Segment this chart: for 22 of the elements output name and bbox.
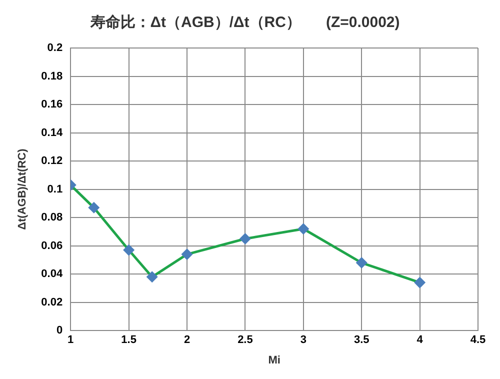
y-tick-label: 0.18 — [41, 70, 63, 82]
y-tick-label: 0.06 — [41, 240, 63, 252]
y-tick-label: 0.16 — [41, 98, 63, 111]
y-tick-label: 0.14 — [41, 126, 64, 139]
y-tick-label: 0.02 — [41, 296, 63, 308]
chart-title: 寿命比：Δt（AGB）/Δt（RC） (Z=0.0002) — [89, 14, 400, 32]
x-tick-label: 4.5 — [470, 334, 486, 346]
y-axis-title: Δt(AGB)/Δt(RC) — [16, 148, 29, 230]
x-tick-label: 4 — [416, 334, 424, 346]
x-tick-label: 1.5 — [121, 334, 136, 346]
y-tick-label: 0.12 — [41, 155, 63, 168]
y-tick-label: 0 — [56, 324, 63, 337]
x-tick-label: 3.5 — [354, 334, 370, 346]
y-tick-label: 0.04 — [41, 268, 64, 280]
x-axis-title: Mi — [268, 354, 280, 366]
x-tick-label: 3 — [300, 334, 306, 346]
y-tick-label: 0.2 — [47, 42, 63, 54]
x-tick-label: 2 — [184, 334, 190, 346]
x-tick-label: 2.5 — [238, 334, 253, 346]
y-tick-label: 0.08 — [41, 212, 63, 224]
y-tick-label: 0.1 — [47, 183, 63, 196]
x-tick-label: 1 — [68, 334, 74, 346]
